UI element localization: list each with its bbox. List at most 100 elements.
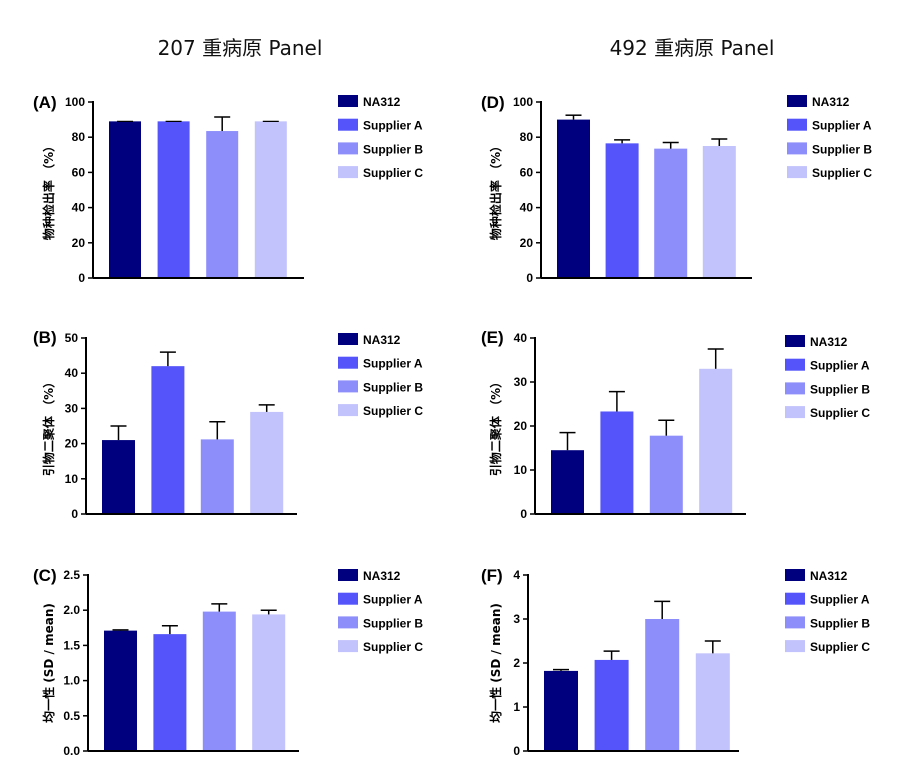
bar-na312 <box>104 630 137 751</box>
y-tick-label: 60 <box>72 165 86 179</box>
legend-entry: NA312 <box>363 95 401 109</box>
y-tick-label: 10 <box>514 463 528 477</box>
legend-swatch <box>785 335 805 347</box>
legend-entry: Supplier C <box>363 404 423 418</box>
legend-swatch <box>338 142 358 155</box>
bar-supplier-c <box>250 411 284 514</box>
legend-swatch <box>338 333 358 345</box>
bar-supplier-c <box>252 614 286 751</box>
legend-swatch <box>785 382 805 395</box>
y-axis-label: 均一性 (SD / mean) <box>488 603 503 723</box>
y-tick-label: 50 <box>65 331 79 345</box>
bar-supplier-b <box>645 619 680 751</box>
y-tick-label: 2 <box>513 656 520 670</box>
y-tick-label: 1.5 <box>63 638 80 652</box>
legend-swatch <box>338 592 358 605</box>
legend-swatch <box>787 142 807 155</box>
y-tick-label: 0 <box>78 271 85 285</box>
bar-supplier-b <box>206 131 239 278</box>
panel-label: (A) <box>33 93 57 112</box>
y-tick-label: 0.0 <box>63 744 80 758</box>
legend-entry: Supplier B <box>363 380 423 394</box>
y-tick-label: 0 <box>526 271 533 285</box>
legend-entry: Supplier B <box>810 382 870 396</box>
legend-swatch <box>785 569 805 581</box>
legend-entry: Supplier A <box>363 357 423 371</box>
panel-label: (D) <box>481 93 505 112</box>
legend-entry: NA312 <box>810 335 848 349</box>
legend-swatch <box>338 166 358 179</box>
y-tick-label: 4 <box>513 568 520 582</box>
bar-supplier-c <box>699 368 733 514</box>
bar-supplier-a <box>594 659 629 751</box>
legend-entry: Supplier C <box>812 166 872 180</box>
y-tick-label: 0 <box>71 507 78 521</box>
legend-entry: NA312 <box>363 333 401 347</box>
legend-entry: NA312 <box>363 569 401 583</box>
legend-swatch <box>785 616 805 629</box>
y-tick-label: 0 <box>520 507 527 521</box>
chart-panel-4: (E) 引物二聚体 （%） 0 10 20 30 40 NA312 Supplier A Supp… <box>481 328 870 521</box>
bar-na312 <box>109 121 141 278</box>
legend-entry: Supplier A <box>363 593 423 607</box>
legend-entry: Supplier C <box>810 406 870 420</box>
legend: NA312 Supplier A Supplier B Supplier C <box>785 335 870 420</box>
legend-swatch <box>338 356 358 369</box>
legend: NA312 Supplier A Supplier B Supplier C <box>338 333 423 418</box>
y-tick-label: 1.0 <box>63 674 80 688</box>
bar-supplier-c <box>702 146 736 278</box>
chart-panel-1: (B) 引物二聚体 （%） 0 10 20 30 40 50 NA312 Supplier A Su… <box>33 328 423 521</box>
legend-swatch <box>787 95 807 107</box>
legend-swatch <box>785 358 805 371</box>
y-tick-label: 20 <box>514 419 528 433</box>
y-axis-label: 物种检出率 （%） <box>41 140 56 240</box>
chart-panel-0: (A) 物种检出率 （%） 0 20 40 60 80 100 NA312 Supplier A S… <box>33 93 423 285</box>
legend-entry: Supplier A <box>812 119 872 133</box>
bar-supplier-a <box>600 411 634 514</box>
legend: NA312 Supplier A Supplier B Supplier C <box>338 95 423 180</box>
y-tick-label: 60 <box>520 165 534 179</box>
legend-swatch <box>338 118 358 131</box>
y-tick-label: 3 <box>513 612 520 626</box>
chart-panel-3: (D) 物种检出率 （%） 0 20 40 60 80 100 NA312 Supplier A S… <box>481 93 872 285</box>
left-column-title: 207 重病原 Panel <box>158 36 323 60</box>
legend-entry: Supplier B <box>812 142 872 156</box>
bar-supplier-c <box>254 121 287 278</box>
chart-panel-5: (F) 均一性 (SD / mean) 0 1 2 3 4 NA312 Supplier A Su… <box>481 566 870 758</box>
panel-label: (F) <box>481 566 503 585</box>
legend-swatch <box>785 640 805 653</box>
bar-na312 <box>551 450 584 514</box>
legend-entry: Supplier A <box>810 593 870 607</box>
legend-entry: Supplier B <box>810 616 870 630</box>
y-tick-label: 0.5 <box>63 709 80 723</box>
legend-swatch <box>787 118 807 131</box>
legend-swatch <box>338 380 358 393</box>
y-tick-label: 80 <box>520 130 534 144</box>
y-tick-label: 40 <box>514 331 528 345</box>
panel-label: (C) <box>33 566 57 585</box>
legend: NA312 Supplier A Supplier B Supplier C <box>785 569 870 654</box>
y-tick-label: 20 <box>520 236 534 250</box>
bar-na312 <box>557 119 590 278</box>
y-tick-label: 10 <box>65 472 79 486</box>
legend-entry: Supplier C <box>810 640 870 654</box>
chart-panel-2: (C) 均一性 (SD / mean) 0.0 0.5 1.0 1.5 2.0 2.5 NA31… <box>33 566 423 758</box>
bar-supplier-b <box>202 611 236 751</box>
legend-swatch <box>338 640 358 653</box>
legend: NA312 Supplier A Supplier B Supplier C <box>338 569 423 654</box>
legend-entry: Supplier A <box>363 119 423 133</box>
y-tick-label: 100 <box>513 95 533 109</box>
y-tick-label: 30 <box>65 401 79 415</box>
bar-supplier-c <box>695 653 730 751</box>
y-axis-label: 引物二聚体 （%） <box>488 376 503 476</box>
y-tick-label: 80 <box>72 130 86 144</box>
y-tick-label: 2.5 <box>63 568 80 582</box>
legend-entry: Supplier B <box>363 616 423 630</box>
legend-entry: Supplier B <box>363 142 423 156</box>
bar-supplier-b <box>200 439 234 514</box>
y-tick-label: 40 <box>72 201 86 215</box>
legend-swatch <box>787 166 807 179</box>
legend-swatch <box>338 569 358 581</box>
y-tick-label: 1 <box>513 700 520 714</box>
